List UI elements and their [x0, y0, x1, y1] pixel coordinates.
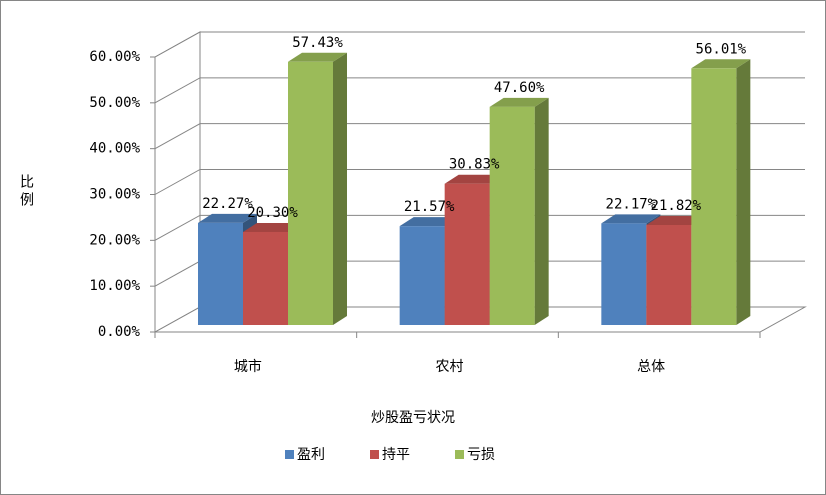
bar [399, 226, 445, 325]
bar [489, 106, 535, 325]
y-tick-label: 50.00% [89, 95, 140, 111]
data-label: 47.60% [494, 80, 545, 96]
data-label: 30.83% [449, 157, 500, 173]
legend-label: 盈利 [297, 447, 325, 463]
bar [198, 222, 243, 325]
grid-line [154, 77, 805, 104]
bar-side [333, 52, 347, 325]
bar-top [444, 174, 504, 184]
bar [444, 183, 490, 325]
data-label: 22.17% [606, 196, 657, 212]
y-tick-label: 20.00% [89, 232, 140, 248]
bar-top [646, 215, 706, 225]
grid-line [154, 214, 805, 241]
bar-top [399, 217, 459, 227]
legend-swatch [370, 450, 379, 459]
grid-line [154, 31, 805, 58]
y-tick-label: 10.00% [89, 278, 140, 294]
data-label: 57.43% [292, 35, 343, 51]
bar-top [489, 97, 549, 107]
grid-line [154, 169, 805, 195]
bar-side [534, 97, 549, 325]
bar [646, 224, 692, 325]
x-tick-label: 总体 [637, 359, 665, 375]
y-tick-label: 40.00% [89, 141, 140, 157]
legend-swatch [285, 450, 294, 459]
grid-line [154, 123, 805, 150]
bar [601, 223, 647, 325]
x-tick-label: 农村 [436, 359, 464, 375]
y-tick-label: 0.00% [98, 324, 141, 340]
bar [288, 61, 333, 325]
data-label: 21.57% [404, 199, 455, 215]
bar-top [601, 214, 661, 224]
bar [691, 68, 737, 325]
bar [243, 231, 288, 325]
bar-top [198, 213, 257, 223]
legend-swatch [455, 450, 464, 459]
y-tick-label: 30.00% [89, 187, 140, 203]
y-axis-title: 比例 [18, 174, 34, 210]
legend-label: 亏损 [467, 447, 495, 463]
bar-top [691, 59, 751, 69]
data-label: 20.30% [247, 205, 298, 221]
bar-top [243, 222, 302, 232]
data-label: 21.82% [651, 198, 702, 214]
bar-side [736, 59, 751, 325]
y-tick-label: 60.00% [89, 49, 140, 65]
x-tick-label: 城市 [234, 358, 262, 375]
legend-label: 持平 [382, 447, 410, 463]
x-axis-title: 炒股盈亏状况 [371, 410, 455, 426]
data-label: 56.01% [696, 41, 747, 57]
bar-top [288, 52, 347, 62]
data-label: 22.27% [202, 196, 253, 212]
